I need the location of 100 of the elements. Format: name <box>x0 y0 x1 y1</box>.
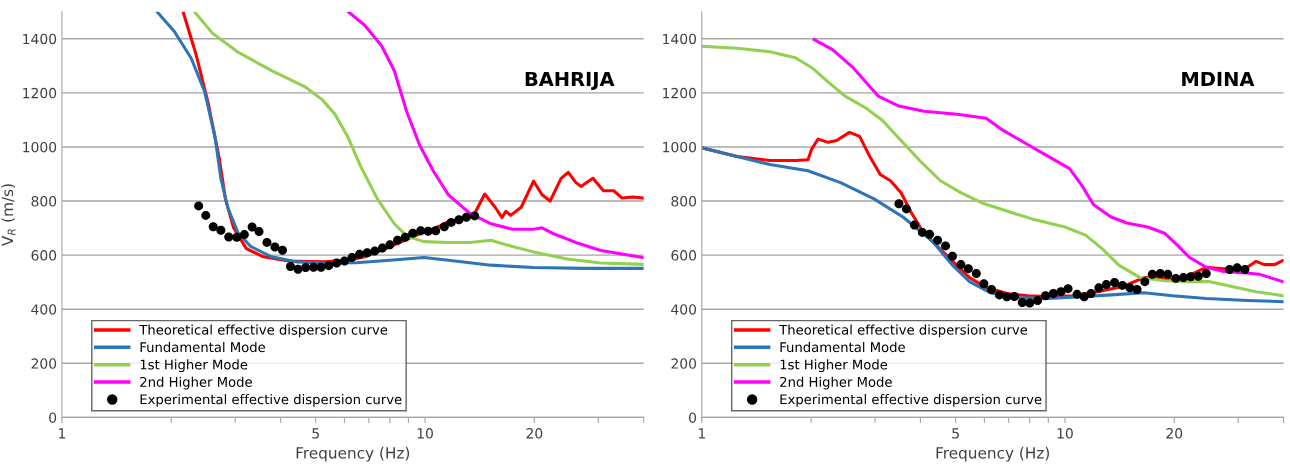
y-tick-label: 200 <box>31 358 57 369</box>
point <box>1086 289 1096 299</box>
point <box>1155 269 1165 279</box>
point <box>1117 280 1127 290</box>
point <box>446 217 456 227</box>
point <box>1079 292 1089 302</box>
point <box>971 269 981 279</box>
point <box>239 230 249 240</box>
point <box>1186 272 1196 282</box>
point <box>925 229 935 239</box>
y-tick-label: 1400 <box>663 33 697 45</box>
y-tick-label: 1200 <box>23 87 57 99</box>
x-tick-label: 5 <box>952 428 959 439</box>
point <box>1063 284 1073 294</box>
point <box>1040 291 1050 301</box>
legend-label: Fundamental Mode <box>780 341 905 353</box>
point <box>1056 287 1066 297</box>
point <box>301 263 311 273</box>
y-tick-label: 400 <box>31 304 57 315</box>
x-tick-label: 5 <box>312 428 319 439</box>
legend-label: Experimental effective dispersion curve <box>780 394 1042 407</box>
point <box>254 227 264 237</box>
point <box>1101 280 1111 290</box>
y-tick-label: 0 <box>689 412 697 423</box>
point <box>416 226 426 236</box>
x-tick-label: 20 <box>526 428 543 439</box>
y-tick-label: 800 <box>671 196 697 207</box>
point <box>956 260 966 270</box>
y-tick-label: 1400 <box>23 33 57 45</box>
point <box>1193 271 1203 281</box>
y-tick-label: 0 <box>49 412 57 423</box>
point <box>1132 284 1142 294</box>
point <box>232 232 242 242</box>
point <box>1125 283 1135 293</box>
point <box>400 232 410 242</box>
legend-label: Theoretical effective dispersion curve <box>139 324 388 338</box>
x-axis-title: Frequency (Hz) <box>296 446 410 462</box>
y-tick-label: 600 <box>671 250 697 261</box>
x-tick-label: 10 <box>1057 428 1073 439</box>
point <box>1201 269 1211 279</box>
legend-label: 1st Higher Mode <box>140 359 248 373</box>
point <box>987 284 997 294</box>
point <box>947 251 957 261</box>
point <box>933 235 943 245</box>
annotation: BAHRIJA <box>525 71 615 90</box>
point <box>194 201 204 211</box>
y-tick-label: 1000 <box>663 141 697 153</box>
point <box>339 256 349 266</box>
point <box>1178 273 1188 283</box>
y-axis-title: V$_{R}$ (m/s) <box>1 184 16 247</box>
point <box>347 253 357 263</box>
point <box>277 245 287 255</box>
y-tick-label: 800 <box>31 196 57 207</box>
point <box>285 262 295 271</box>
y-tick-label: 1000 <box>23 141 57 153</box>
point <box>1009 292 1019 302</box>
x-tick-label: 1 <box>698 428 705 439</box>
y-tick-label: 400 <box>671 304 697 315</box>
annotation: MDINA <box>1182 71 1255 87</box>
point <box>216 225 226 235</box>
legend-label: Fundamental Mode <box>140 341 266 353</box>
y-tick-label: 600 <box>31 250 57 261</box>
point <box>1147 269 1157 279</box>
point <box>1110 277 1120 287</box>
point <box>894 199 904 209</box>
point <box>1048 289 1058 299</box>
legend-label: 1st Higher Mode <box>780 359 888 373</box>
x-tick-label: 10 <box>417 428 433 439</box>
point <box>439 222 449 232</box>
x-axis-title: Frequency (Hz) <box>936 446 1049 462</box>
point <box>1171 273 1181 283</box>
point <box>1017 297 1027 307</box>
legend-label: 2nd Higher Mode <box>780 376 892 390</box>
x-tick-label: 20 <box>1166 428 1183 439</box>
point <box>1094 283 1104 293</box>
point <box>909 220 919 230</box>
point <box>324 261 334 271</box>
point <box>1140 277 1150 287</box>
point <box>1163 269 1173 279</box>
point <box>362 248 372 258</box>
point <box>941 241 951 251</box>
point <box>431 226 441 236</box>
point <box>470 211 480 221</box>
point <box>377 243 387 253</box>
point <box>979 279 989 289</box>
point <box>355 249 365 259</box>
point <box>454 215 464 225</box>
point <box>262 237 272 247</box>
x-tick-label: 1 <box>59 428 66 439</box>
point <box>247 222 257 232</box>
point <box>385 240 395 250</box>
point <box>901 204 911 214</box>
point <box>1033 296 1043 306</box>
legend-label: 2nd Higher Mode <box>140 376 252 390</box>
y-tick-label: 200 <box>671 358 697 369</box>
y-tick-label: 1200 <box>663 87 697 99</box>
point <box>393 235 403 245</box>
point <box>963 264 973 274</box>
point <box>208 222 218 232</box>
legend-label: Theoretical effective dispersion curve <box>779 324 1028 338</box>
